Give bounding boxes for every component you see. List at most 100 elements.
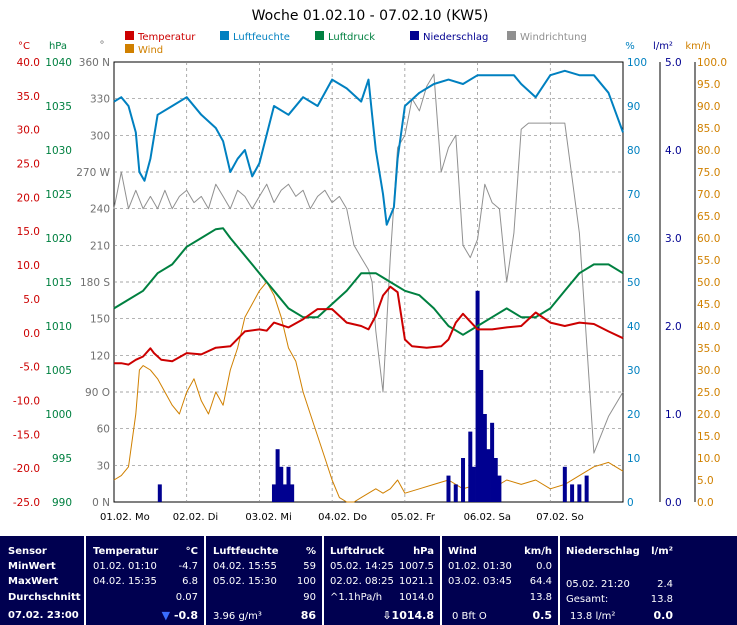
rain-tick-label: 0.0 — [665, 497, 682, 509]
rain-bar — [493, 458, 498, 502]
hum-tick-label: 70 — [627, 189, 640, 201]
dir-tick-label: 180 S — [80, 277, 110, 289]
temp-tick-label: 35.0 — [17, 91, 40, 103]
temp-tick-label: 5.0 — [23, 294, 40, 306]
legend: Temperatur Luftfeuchte Luftdruck Niederschl… — [125, 31, 587, 56]
hum-avg: 90 — [303, 592, 316, 603]
rain-bar — [286, 466, 291, 502]
press-min-val: 1007.5 — [399, 561, 434, 572]
wind-tick-label: 0.0 — [697, 497, 714, 509]
rain-bar — [290, 484, 295, 502]
temp-unit: °C — [185, 546, 198, 557]
dir-tick-label: 30 — [97, 460, 110, 472]
trend-down-icon: ▼ — [161, 609, 171, 622]
temp-tick-label: -25.0 — [13, 497, 40, 509]
rain-bar — [282, 484, 287, 502]
col-sensor: Sensor MinWert MaxWert Durchschnitt 07.0… — [0, 536, 86, 625]
dir-unit-label: ° — [100, 40, 105, 51]
dir-tick-label: 210 — [90, 240, 110, 252]
hum-tick-label: 30 — [627, 365, 640, 377]
chart-title: Woche 01.02.10 - 07.02.10 (KW5) — [252, 8, 489, 24]
press-tick-label: 1005 — [45, 365, 72, 377]
temp-tick-label: -15.0 — [13, 429, 40, 441]
press-current-value: 1014.8 — [391, 609, 434, 622]
dir-tick-label: 150 — [90, 314, 110, 326]
rain-tick-label: 4.0 — [665, 145, 682, 157]
rain-bar — [562, 466, 567, 502]
press-tick-label: 1030 — [45, 145, 72, 157]
chart-marks — [113, 69, 624, 503]
hum-tick-label: 10 — [627, 453, 640, 465]
legend-swatch-2 — [315, 31, 324, 40]
row-max-label: MaxWert — [8, 576, 59, 587]
temp-header: Temperatur — [93, 546, 159, 557]
wind-max-time: 03.02. 03:45 — [448, 576, 512, 587]
wind-tick-label: 30.0 — [697, 365, 720, 377]
dir-tick-label: 240 — [90, 204, 110, 216]
rain-total: 13.8 — [650, 594, 673, 605]
x-tick-label: 03.02. Mi — [245, 512, 291, 523]
wind-header: Wind — [448, 546, 477, 557]
rain-bar — [475, 290, 480, 502]
legend-label-4: Windrichtung — [520, 32, 587, 43]
dir-tick-label: 120 — [90, 350, 110, 362]
hum-tick-label: 40 — [627, 321, 640, 333]
hum-tick-label: 60 — [627, 233, 640, 245]
dir-tick-label: 330 — [90, 94, 110, 106]
legend-label-1: Luftfeuchte — [233, 32, 290, 43]
legend-label-0: Temperatur — [137, 32, 196, 43]
hum-unit: % — [305, 546, 316, 557]
temp-min-time: 01.02. 01:10 — [93, 561, 157, 572]
rain-bar — [577, 484, 582, 502]
rain-time: 05.02. 21:20 — [566, 579, 630, 590]
x-tick-label: 02.02. Di — [173, 512, 218, 523]
press-current: ⇩1014.8 — [382, 610, 434, 622]
temp-max-time: 04.02. 15:35 — [93, 576, 157, 587]
hum-tick-label: 100 — [627, 57, 647, 69]
wind-tick-label: 5.0 — [697, 475, 714, 487]
dir-tick-label: 270 W — [76, 167, 110, 179]
summary-table: Sensor MinWert MaxWert Durchschnitt 07.0… — [0, 536, 737, 625]
legend-label-5: Wind — [138, 45, 163, 56]
row-min-label: MinWert — [8, 561, 56, 572]
temp-tick-label: -20.0 — [13, 463, 40, 475]
temp-min-val: -4.7 — [178, 561, 198, 572]
press-max-time: 02.02. 08:25 — [330, 576, 394, 587]
wind-unit-label: km/h — [685, 41, 710, 52]
temp-max-val: 6.8 — [182, 576, 198, 587]
temp-tick-label: 30.0 — [17, 125, 40, 137]
rain-bar — [279, 466, 284, 502]
temp-tick-label: 25.0 — [17, 159, 40, 171]
rain-bar — [157, 484, 162, 502]
x-tick-label: 04.02. Do — [318, 512, 367, 523]
legend-label-3: Niederschlag — [423, 32, 488, 43]
wind-current: 0.5 — [532, 609, 553, 622]
rain-unit-label: l/m² — [653, 41, 673, 52]
rain-tick-label: 3.0 — [665, 233, 682, 245]
col-wind: Wind km/h 01.02. 01:30 0.0 03.02. 03:45 … — [442, 536, 560, 625]
press-tick-label: 990 — [52, 497, 72, 509]
rain-tick-label: 5.0 — [665, 57, 682, 69]
wind-tick-label: 20.0 — [697, 409, 720, 421]
press-header: Luftdruck — [330, 546, 385, 557]
rain-bar — [461, 458, 466, 502]
hum-current: 86 — [300, 609, 316, 622]
axis-units: °C hPa °% l/m² km/h — [18, 40, 711, 52]
series-line-windrichtung — [113, 73, 624, 454]
hum-max-time: 05.02. 15:30 — [213, 576, 277, 587]
sensor-header: Sensor — [8, 546, 47, 557]
rain-bar — [570, 484, 575, 502]
temp-tick-label: 0.0 — [23, 328, 40, 340]
press-unit-label: hPa — [49, 41, 67, 52]
rain-tick-label: 2.0 — [665, 321, 682, 333]
series-line-luftfeuchte — [113, 69, 624, 226]
rain-bar — [471, 466, 476, 502]
temp-tick-label: 10.0 — [17, 260, 40, 272]
series-line-temperatur — [114, 285, 624, 366]
wind-tick-label: 90.0 — [697, 101, 720, 113]
hum-min-time: 04.02. 15:55 — [213, 561, 277, 572]
press-tick-label: 1035 — [45, 101, 72, 113]
row-avg-label: Durchschnitt — [8, 592, 81, 603]
rain-unit: l/m² — [651, 546, 673, 557]
legend-swatch-3 — [410, 31, 419, 40]
